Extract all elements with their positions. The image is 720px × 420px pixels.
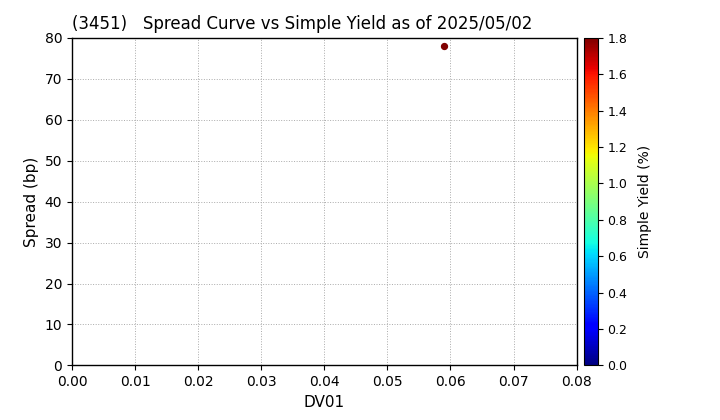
- Y-axis label: Simple Yield (%): Simple Yield (%): [639, 145, 652, 258]
- Point: [438, 42, 450, 49]
- Y-axis label: Spread (bp): Spread (bp): [24, 157, 39, 247]
- X-axis label: DV01: DV01: [304, 395, 345, 409]
- Text: (3451)   Spread Curve vs Simple Yield as of 2025/05/02: (3451) Spread Curve vs Simple Yield as o…: [72, 16, 532, 34]
